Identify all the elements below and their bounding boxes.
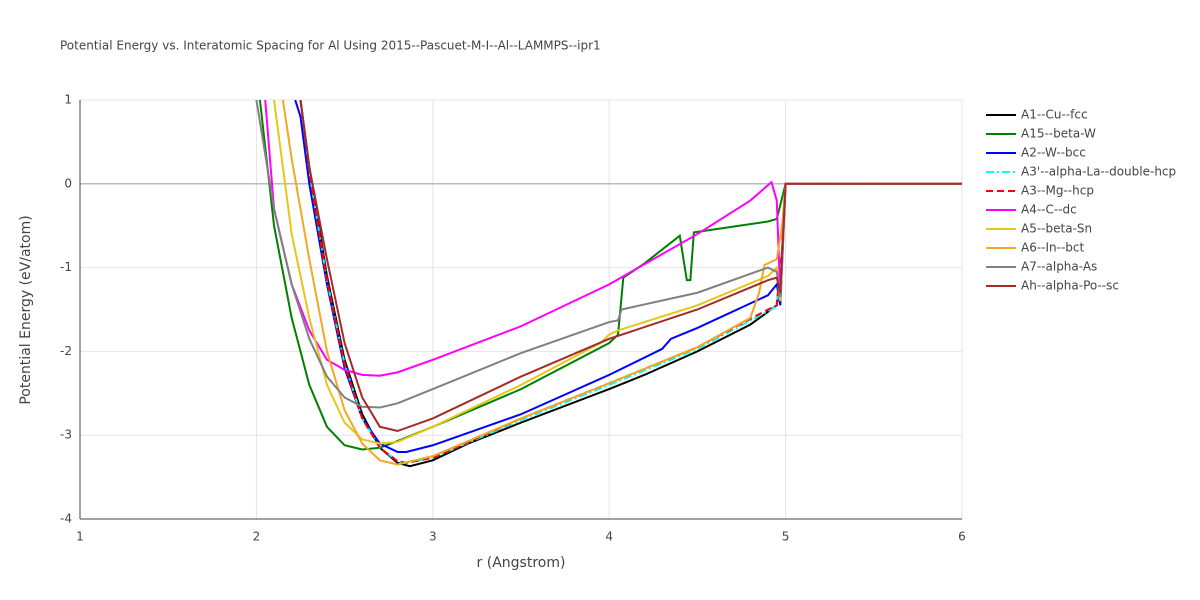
y-tick-label: -4: [60, 512, 72, 526]
series-line: [299, 100, 962, 464]
plot-area: [255, 100, 962, 468]
series-line: [294, 100, 962, 453]
series-line: [258, 100, 962, 451]
x-tick-label: 1: [76, 530, 84, 544]
series-line: [273, 100, 962, 445]
legend-label: A1--Cu--fcc: [1021, 108, 1088, 122]
legend-label: A3'--alpha-La--double-hcp: [1021, 165, 1176, 179]
series-line: [255, 100, 962, 409]
x-tick-label: 6: [958, 530, 966, 544]
x-tick-label: 5: [782, 530, 790, 544]
legend-label: A4--C--dc: [1021, 203, 1077, 217]
legend-label: A3--Mg--hcp: [1021, 184, 1094, 198]
y-tick-label: 1: [64, 93, 72, 107]
x-tick-label: 2: [253, 530, 261, 544]
legend-label: A2--W--bcc: [1021, 146, 1086, 160]
series-line: [299, 100, 962, 464]
grid: 1 2 3 4 5 6 -4 -3 -2 -1 0 1: [60, 93, 966, 544]
legend-label: A7--alpha-As: [1021, 260, 1097, 274]
series-line: [299, 100, 962, 433]
series-line: [264, 100, 962, 377]
x-tick-label: 3: [429, 530, 437, 544]
legend: A1--Cu--fcc A15--beta-W A2--W--bcc A3'--alp…: [986, 108, 1176, 293]
y-tick-label: -2: [60, 344, 72, 358]
x-axis-title: r (Angstrom): [477, 555, 566, 571]
y-axis-title: Potential Energy (eV/atom): [18, 215, 34, 404]
y-tick-label: -3: [60, 428, 72, 442]
legend-label: Ah--alpha-Po--sc: [1021, 279, 1119, 293]
y-tick-label: -1: [60, 260, 72, 274]
legend-label: A15--beta-W: [1021, 127, 1096, 141]
x-tick-label: 4: [605, 530, 613, 544]
chart-title: Potential Energy vs. Interatomic Spacing…: [60, 39, 601, 53]
series-line: [299, 100, 962, 468]
series-line: [281, 100, 962, 466]
y-tick-label: 0: [64, 176, 72, 190]
legend-label: A5--beta-Sn: [1021, 222, 1092, 236]
legend-label: A6--In--bct: [1021, 241, 1085, 255]
